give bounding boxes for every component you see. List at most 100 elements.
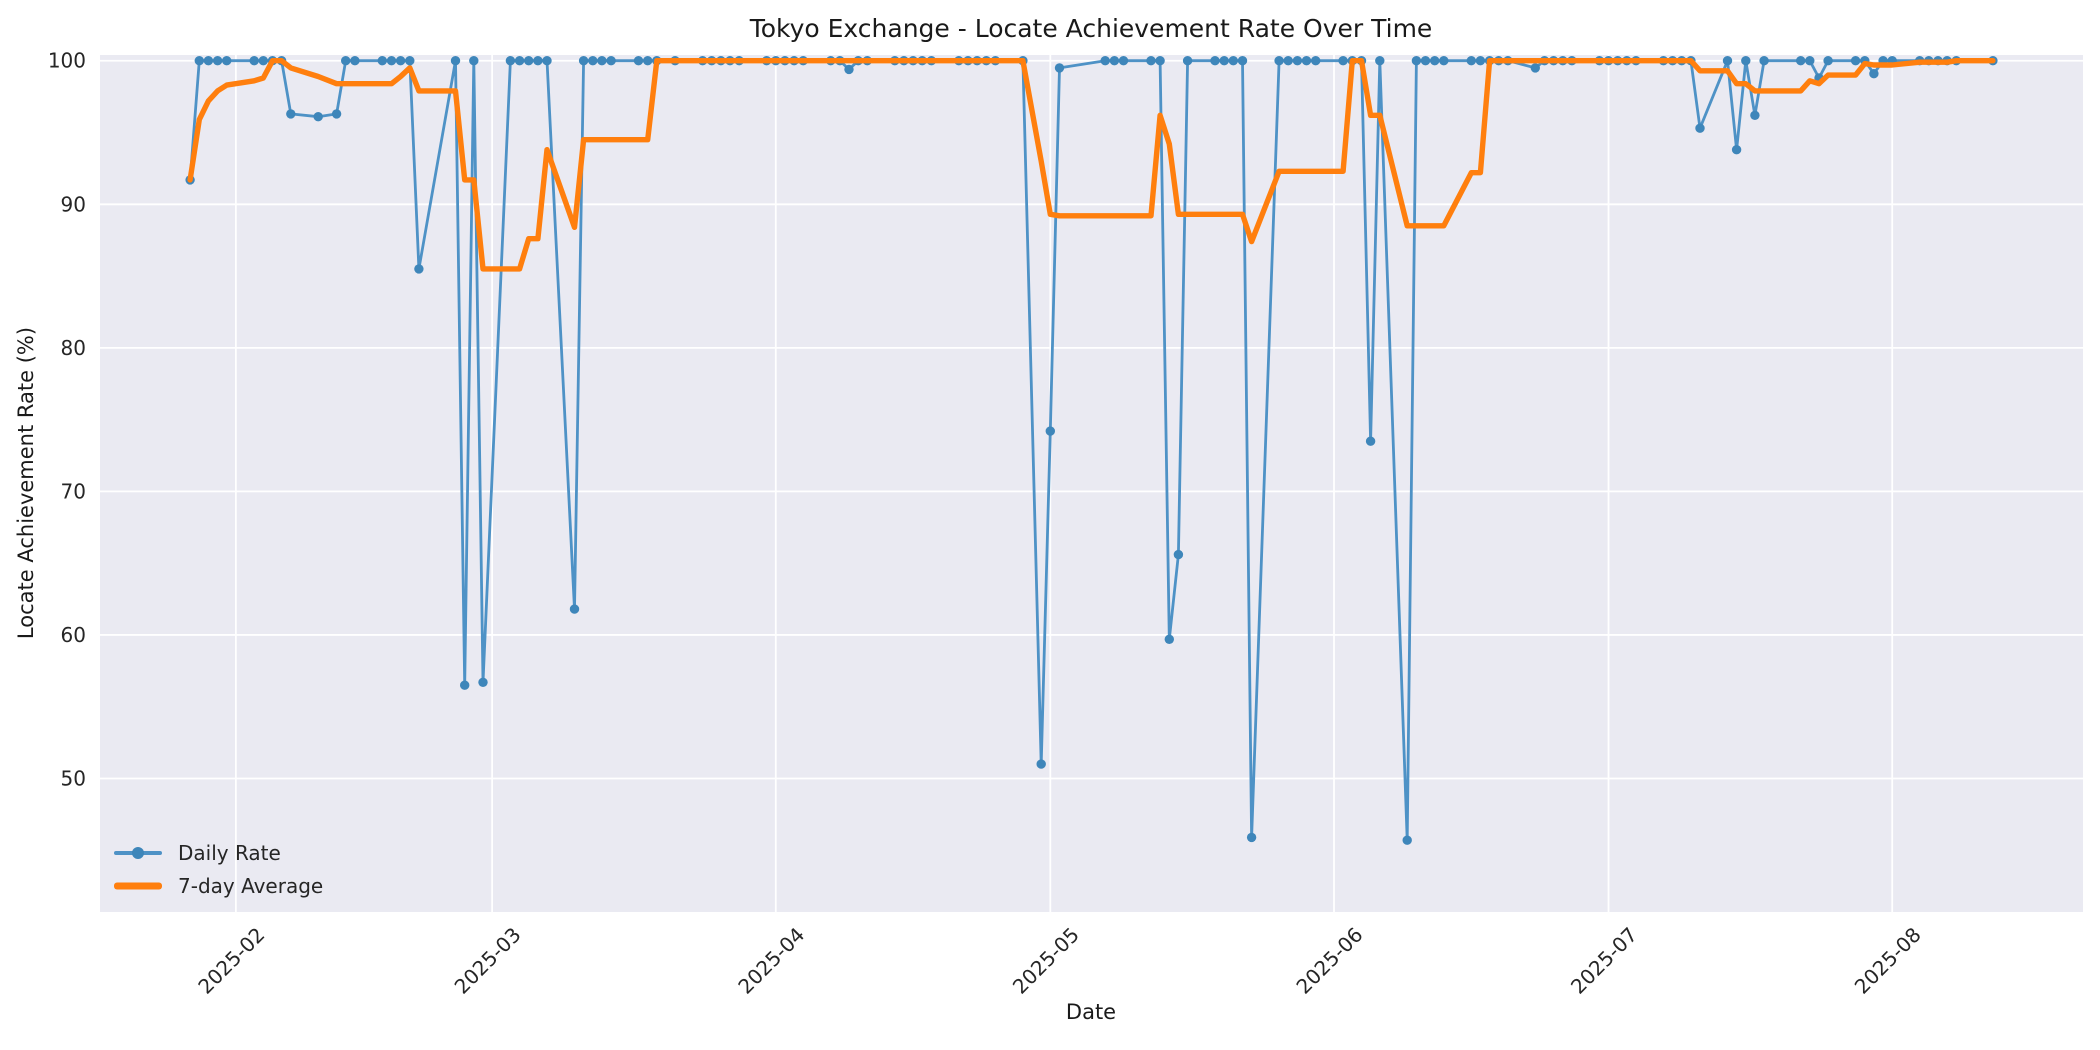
data-point-daily-rate xyxy=(460,680,470,690)
data-point-daily-rate xyxy=(350,56,360,66)
legend-label-daily-rate: Daily Rate xyxy=(178,841,281,865)
data-point-daily-rate xyxy=(1731,145,1742,155)
data-point-daily-rate xyxy=(222,56,232,66)
series-line-7-day-average xyxy=(187,58,1996,272)
data-point-daily-rate xyxy=(1118,56,1129,66)
data-point-daily-rate xyxy=(1796,56,1806,66)
data-point-daily-rate xyxy=(1164,634,1175,644)
data-point-daily-rate xyxy=(1750,110,1760,121)
data-point-daily-rate xyxy=(249,56,259,66)
data-point-daily-rate xyxy=(478,677,488,687)
data-point-daily-rate xyxy=(450,56,461,66)
y-axis-label: Locate Achievement Rate (%) xyxy=(14,326,38,640)
x-tick-label: 2025-06 xyxy=(1291,923,1367,999)
data-point-daily-rate xyxy=(1246,832,1257,843)
x-tick-label: 2025-04 xyxy=(733,923,809,999)
data-point-daily-rate xyxy=(1411,56,1422,66)
data-point-daily-rate xyxy=(588,56,598,66)
data-point-daily-rate xyxy=(1365,436,1376,446)
data-point-daily-rate xyxy=(1759,56,1769,66)
data-point-daily-rate xyxy=(844,64,854,75)
data-point-daily-rate xyxy=(597,56,607,66)
data-point-daily-rate xyxy=(1850,56,1861,66)
data-point-daily-rate xyxy=(377,56,387,66)
data-point-daily-rate xyxy=(1054,63,1065,73)
data-point-daily-rate xyxy=(1100,56,1110,66)
data-point-daily-rate xyxy=(1869,69,1879,79)
data-point-daily-rate xyxy=(1805,56,1815,66)
data-point-daily-rate xyxy=(1219,56,1229,66)
data-point-daily-rate xyxy=(643,56,653,66)
data-point-daily-rate xyxy=(1741,56,1751,66)
x-tick-label: 2025-02 xyxy=(193,923,269,999)
data-point-daily-rate xyxy=(1475,56,1486,66)
data-point-daily-rate xyxy=(533,56,543,66)
data-point-daily-rate xyxy=(1420,56,1431,66)
data-point-daily-rate xyxy=(469,56,479,66)
data-point-daily-rate xyxy=(524,56,534,66)
y-tick-label: 70 xyxy=(61,479,86,503)
data-point-daily-rate xyxy=(1530,63,1541,73)
x-tick-label: 2025-07 xyxy=(1566,923,1642,999)
data-point-daily-rate xyxy=(414,264,424,274)
data-point-daily-rate xyxy=(542,56,552,66)
data-point-daily-rate xyxy=(1274,56,1284,66)
x-tick-label: 2025-03 xyxy=(450,923,526,999)
data-point-daily-rate xyxy=(569,604,580,614)
y-tick-label: 60 xyxy=(61,623,86,647)
data-point-daily-rate xyxy=(1722,56,1733,66)
legend-item-7day-average: 7-day Average xyxy=(114,871,323,901)
y-tick-label: 80 xyxy=(61,336,86,360)
data-point-daily-rate xyxy=(1402,835,1412,845)
legend: Daily Rate 7-day Average xyxy=(114,838,323,901)
data-point-daily-rate xyxy=(1439,56,1449,66)
data-point-daily-rate xyxy=(606,56,616,66)
data-point-daily-rate xyxy=(1228,56,1239,66)
data-point-daily-rate xyxy=(405,56,415,66)
data-point-daily-rate xyxy=(633,56,644,66)
data-point-daily-rate xyxy=(1466,56,1477,66)
data-point-daily-rate xyxy=(1210,56,1220,66)
data-point-daily-rate xyxy=(1237,56,1248,66)
plot-background xyxy=(100,55,2083,912)
data-point-daily-rate xyxy=(258,56,268,66)
data-point-daily-rate xyxy=(1155,56,1165,66)
data-point-daily-rate xyxy=(578,56,589,66)
data-point-daily-rate xyxy=(1430,56,1440,66)
data-point-daily-rate xyxy=(505,56,516,66)
data-point-daily-rate xyxy=(395,56,406,66)
average-line-swatch-icon xyxy=(114,879,162,893)
legend-label-7day-average: 7-day Average xyxy=(178,874,324,898)
data-point-daily-rate xyxy=(1182,56,1193,66)
data-point-daily-rate xyxy=(1109,56,1120,66)
data-point-daily-rate xyxy=(1695,123,1705,133)
data-point-daily-rate xyxy=(194,56,204,66)
data-point-daily-rate xyxy=(212,56,223,66)
data-point-daily-rate xyxy=(203,56,214,66)
chart-title: Tokyo Exchange - Locate Achievement Rate… xyxy=(749,14,1433,43)
x-axis-label: Date xyxy=(1065,1000,1117,1024)
data-point-daily-rate xyxy=(514,56,525,66)
legend-item-daily-rate: Daily Rate xyxy=(114,838,323,868)
x-tick-label: 2025-05 xyxy=(1008,923,1084,999)
data-point-daily-rate xyxy=(1283,56,1293,66)
data-point-daily-rate xyxy=(286,109,296,119)
data-point-daily-rate xyxy=(331,109,342,119)
y-tick-label: 100 xyxy=(48,49,86,73)
data-point-daily-rate xyxy=(1173,549,1184,560)
data-point-daily-rate xyxy=(313,112,323,122)
data-point-daily-rate xyxy=(1292,56,1303,66)
data-point-daily-rate xyxy=(1338,56,1348,66)
data-point-daily-rate xyxy=(1311,56,1321,66)
data-point-daily-rate xyxy=(386,56,397,66)
y-tick-label: 90 xyxy=(61,192,86,216)
daily-rate-line-swatch-icon xyxy=(114,846,162,860)
data-point-daily-rate xyxy=(1823,56,1833,66)
data-point-daily-rate xyxy=(341,56,351,66)
data-point-daily-rate xyxy=(1301,56,1312,66)
data-point-daily-rate xyxy=(1036,759,1046,769)
data-point-daily-rate xyxy=(1146,56,1156,66)
y-tick-label: 50 xyxy=(61,766,86,790)
